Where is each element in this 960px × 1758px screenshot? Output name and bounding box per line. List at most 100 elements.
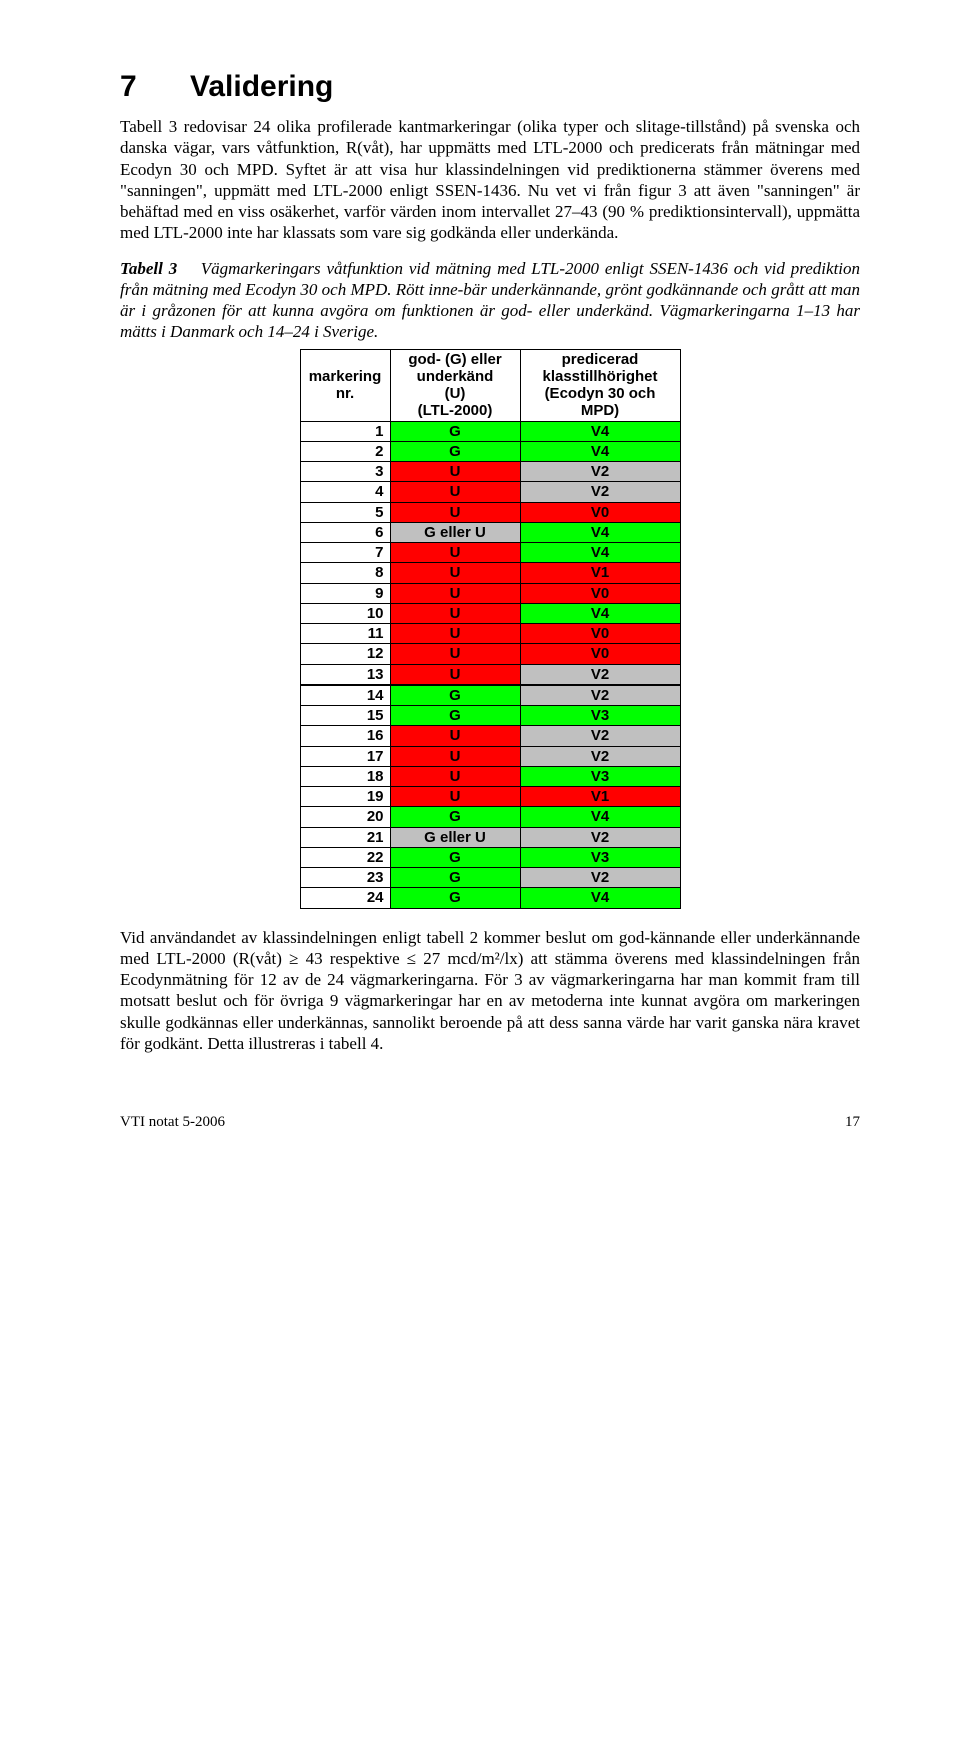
table-row: 12UV0 [300,644,680,664]
table-row: 1GV4 [300,421,680,441]
cell-nr: 6 [300,522,390,542]
cell-nr: 20 [300,807,390,827]
cell-pred: V2 [520,685,680,706]
table-row: 11UV0 [300,624,680,644]
cell-pred: V4 [520,522,680,542]
cell-gu: G eller U [390,827,520,847]
heading-number: 7 [120,70,190,104]
cell-nr: 9 [300,583,390,603]
cell-pred: V4 [520,807,680,827]
table-row: 8UV1 [300,563,680,583]
cell-gu: G [390,807,520,827]
cell-nr: 13 [300,664,390,685]
col-header-pred: prediceradklasstillhörighet(Ecodyn 30 oc… [520,349,680,421]
cell-nr: 19 [300,787,390,807]
cell-gu: U [390,624,520,644]
table-row: 2GV4 [300,441,680,461]
cell-gu: G [390,847,520,867]
table-row: 23GV2 [300,868,680,888]
cell-pred: V4 [520,888,680,908]
table-row: 18UV3 [300,766,680,786]
cell-pred: V3 [520,847,680,867]
cell-pred: V2 [520,482,680,502]
table-caption: Tabell 3 Vägmarkeringars våtfunktion vid… [120,258,860,343]
table-row: 13UV2 [300,664,680,685]
cell-gu: G [390,441,520,461]
cell-gu: U [390,502,520,522]
cell-gu: G [390,868,520,888]
cell-gu: U [390,664,520,685]
cell-gu: U [390,543,520,563]
heading-title: Validering [190,70,333,103]
cell-gu: U [390,766,520,786]
cell-gu: G [390,685,520,706]
cell-pred: V4 [520,421,680,441]
table-body: 1GV42GV43UV24UV25UV06G eller UV47UV48UV1… [300,421,680,908]
cell-nr: 22 [300,847,390,867]
cell-gu: G [390,706,520,726]
table-row: 6G eller UV4 [300,522,680,542]
cell-pred: V2 [520,726,680,746]
cell-nr: 23 [300,868,390,888]
cell-nr: 7 [300,543,390,563]
table-row: 10UV4 [300,603,680,623]
cell-gu: U [390,583,520,603]
cell-pred: V0 [520,624,680,644]
cell-nr: 8 [300,563,390,583]
cell-gu: U [390,746,520,766]
cell-nr: 2 [300,441,390,461]
cell-nr: 5 [300,502,390,522]
cell-pred: V4 [520,603,680,623]
table-row: 14GV2 [300,685,680,706]
cell-pred: V4 [520,543,680,563]
table-row: 17UV2 [300,746,680,766]
cell-pred: V3 [520,766,680,786]
cell-gu: G eller U [390,522,520,542]
paragraph-2: Vid användandet av klassindelningen enli… [120,927,860,1055]
cell-nr: 16 [300,726,390,746]
validation-table: markeringnr. god- (G) ellerunderkänd(U)(… [300,349,681,909]
cell-pred: V2 [520,746,680,766]
cell-pred: V2 [520,664,680,685]
table-row: 4UV2 [300,482,680,502]
paragraph-1: Tabell 3 redovisar 24 olika profilerade … [120,116,860,244]
caption-lead: Tabell 3 [120,259,177,278]
col-header-nr: markeringnr. [300,349,390,421]
cell-nr: 11 [300,624,390,644]
cell-pred: V0 [520,583,680,603]
table-row: 19UV1 [300,787,680,807]
table-header-row: markeringnr. god- (G) ellerunderkänd(U)(… [300,349,680,421]
table-row: 3UV2 [300,462,680,482]
cell-nr: 12 [300,644,390,664]
cell-nr: 15 [300,706,390,726]
cell-nr: 1 [300,421,390,441]
cell-nr: 18 [300,766,390,786]
cell-pred: V2 [520,462,680,482]
cell-nr: 17 [300,746,390,766]
cell-pred: V1 [520,787,680,807]
cell-pred: V0 [520,644,680,664]
footer-left: VTI notat 5-2006 [120,1114,225,1131]
cell-gu: U [390,482,520,502]
table-row: 9UV0 [300,583,680,603]
table-row: 15GV3 [300,706,680,726]
table-row: 5UV0 [300,502,680,522]
cell-gu: U [390,462,520,482]
table-row: 7UV4 [300,543,680,563]
cell-nr: 3 [300,462,390,482]
page-footer: VTI notat 5-2006 17 [120,1114,860,1131]
table-row: 20GV4 [300,807,680,827]
cell-nr: 10 [300,603,390,623]
cell-gu: G [390,888,520,908]
cell-nr: 24 [300,888,390,908]
cell-gu: U [390,644,520,664]
cell-nr: 14 [300,685,390,706]
cell-gu: U [390,603,520,623]
cell-gu: U [390,787,520,807]
cell-gu: G [390,421,520,441]
table-row: 22GV3 [300,847,680,867]
footer-right: 17 [845,1114,860,1131]
cell-pred: V3 [520,706,680,726]
cell-gu: U [390,726,520,746]
section-heading: 7Validering [120,70,860,104]
